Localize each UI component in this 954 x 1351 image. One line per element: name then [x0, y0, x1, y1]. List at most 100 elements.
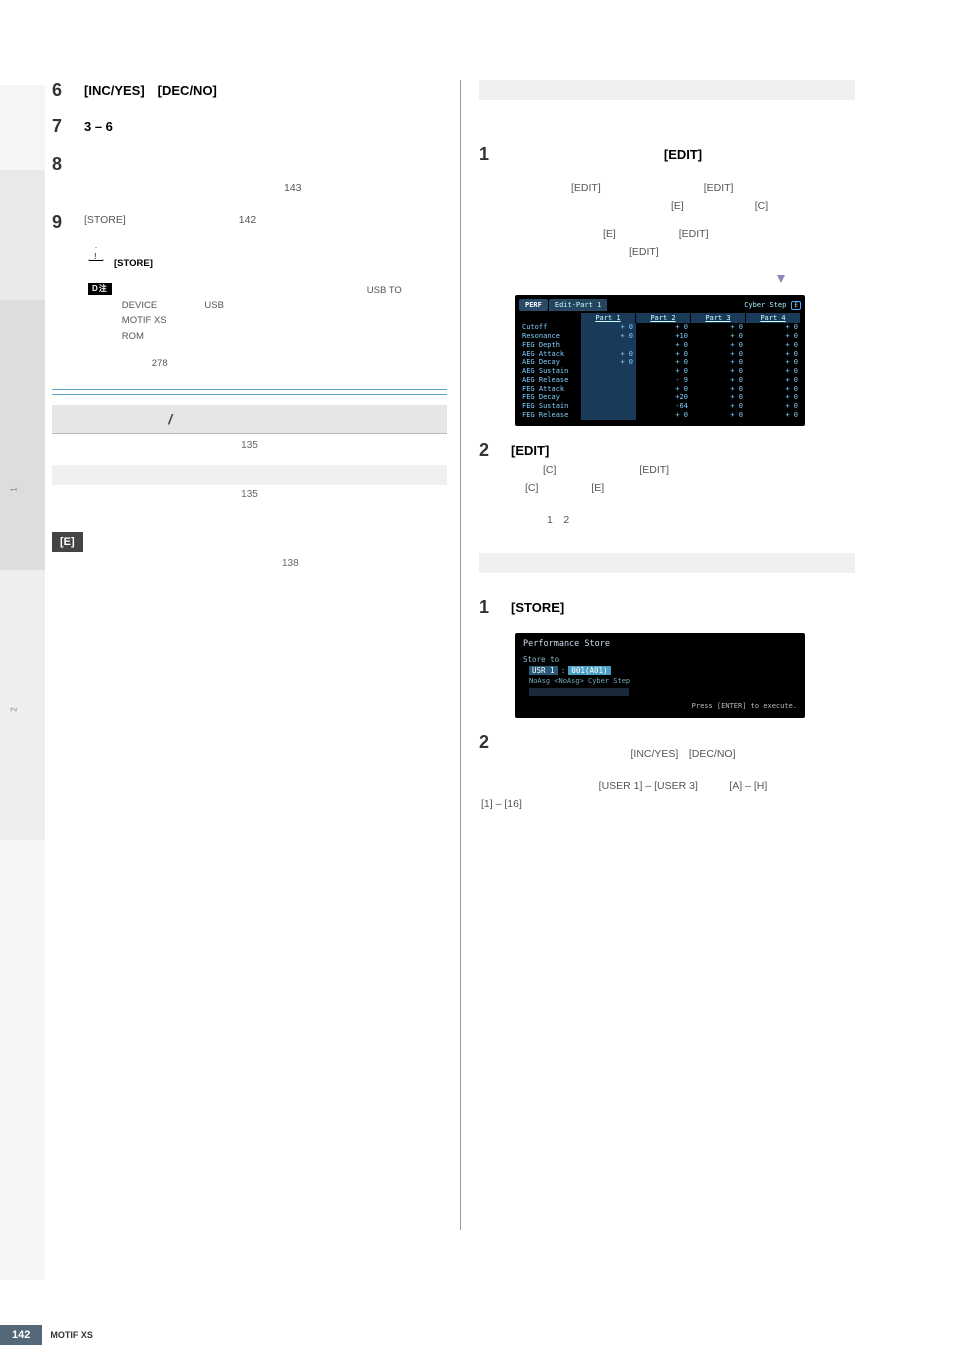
lcd-col-header: Part 2 — [636, 313, 691, 323]
text: 1 2 — [547, 514, 569, 526]
step-num: 1 — [479, 597, 497, 618]
page-footer: 142 MOTIF XS — [0, 1319, 954, 1351]
left-column: 6 [INC/YES] [DEC/NO] 7 3 – 6 8 143 9 [ST… — [52, 80, 447, 583]
side-tabs — [0, 0, 45, 1280]
lcd-cell: + 0 — [691, 323, 746, 332]
lcd2-title: Performance Store — [523, 639, 797, 649]
lcd-cell — [581, 411, 636, 420]
lcd-cell: + 0 — [746, 323, 801, 332]
lcd-cell: + 0 — [636, 411, 691, 420]
sub-heading — [52, 465, 447, 485]
text: [C] — [543, 464, 556, 476]
note-text: USB TO — [367, 285, 402, 296]
lcd2-bar — [529, 688, 629, 696]
lcd-cell — [581, 385, 636, 394]
lcd-cell: + 0 — [746, 367, 801, 376]
right-bottom-step-1: 1 [STORE] — [479, 597, 855, 619]
lcd-cell — [581, 367, 636, 376]
lcd-cell: + 0 — [581, 323, 636, 332]
page-ref: 142 — [239, 214, 257, 226]
lcd-cell: + 0 — [636, 358, 691, 367]
lcd-cell: + 0 — [746, 341, 801, 350]
lcd-cell: +20 — [636, 393, 691, 402]
lcd-cell: + 0 — [636, 385, 691, 394]
text: [1] – [16] — [481, 798, 522, 810]
lcd-cell: + 0 — [691, 385, 746, 394]
e-indicator-heading: [E] — [52, 532, 83, 552]
page-ref: 143 — [284, 182, 302, 194]
step-num: 2 — [479, 440, 497, 461]
text: [EDIT] — [704, 182, 734, 194]
right-bottom-step-2: 2 [INC/YES] [DEC/NO] [USER 1] – [USER 3]… — [479, 732, 855, 814]
e-indicator-sub: 138 — [52, 558, 447, 569]
lcd-row-label: FEG Depth — [519, 341, 581, 350]
text: [E] — [671, 200, 684, 212]
warning-icon — [88, 247, 104, 261]
lcd-cell — [581, 341, 636, 350]
step-title: [INC/YES] [DEC/NO] — [84, 83, 217, 98]
lcd-cell: + 0 — [691, 411, 746, 420]
lcd-cell: + 0 — [746, 332, 801, 341]
note-block: D注 USB TO DEVICE USB MOTIF XS ROM 278 — [88, 283, 447, 371]
lcd-col-header: Part 4 — [746, 313, 801, 323]
lcd-cell: + 0 — [691, 367, 746, 376]
text: [E] — [603, 228, 616, 240]
lcd-cell: + 0 — [691, 393, 746, 402]
right-column: 1 [EDIT] [EDIT] [EDIT] [E] [C] [E] [EDIT… — [460, 80, 855, 1230]
divider — [52, 389, 447, 390]
text: [USER 1] – [USER 3] [A] – [H] — [599, 780, 768, 792]
lcd-edit-screenshot: PERF Edit-Part 1 Cyber Step E Part 1Part… — [515, 295, 805, 425]
lcd-row-label: AEG Attack — [519, 350, 581, 359]
note-text: USB — [204, 300, 224, 311]
lcd-cell: + 0 — [581, 332, 636, 341]
lcd-row-label: Resonance — [519, 332, 581, 341]
side-marker-1: 1 — [10, 487, 19, 491]
step-title: [EDIT] — [511, 443, 549, 458]
text: [INC/YES] [DEC/NO] — [630, 748, 735, 760]
text: [E] — [591, 482, 604, 494]
text: [EDIT] — [571, 182, 601, 194]
warning-block: [STORE] — [88, 247, 447, 269]
note-text: 278 — [152, 358, 168, 369]
lcd-row-label: AEG Release — [519, 376, 581, 385]
step-title: 3 – 6 — [84, 119, 113, 134]
step-num: 2 — [479, 732, 497, 753]
note-text: MOTIF XS — [122, 313, 202, 328]
lcd-cell: + 0 — [691, 350, 746, 359]
lcd-row-label: AEG Sustain — [519, 367, 581, 376]
sub-sub: 135 — [52, 489, 447, 500]
lcd-cell — [581, 402, 636, 411]
lcd-row-label: AEG Decay — [519, 358, 581, 367]
lcd-cell: -64 — [636, 402, 691, 411]
step-7: 7 3 – 6 — [52, 116, 447, 138]
sub-heading-right-2 — [479, 553, 855, 573]
lcd-grid: Part 1Part 2Part 3Part 4Cutoff+ 0+ 0+ 0+… — [519, 313, 801, 419]
text: [EDIT] — [629, 246, 659, 258]
lcd-cell: + 0 — [636, 350, 691, 359]
lcd-col-header: Part 3 — [691, 313, 746, 323]
lcd-row-label: FEG Sustain — [519, 402, 581, 411]
lcd-cell: + 0 — [746, 385, 801, 394]
lcd2-sub: Store to — [523, 655, 797, 664]
lcd-cell: + 0 — [691, 402, 746, 411]
lcd-cell: - 9 — [636, 376, 691, 385]
lcd-cell: + 0 — [746, 376, 801, 385]
lcd-cell — [581, 393, 636, 402]
side-marker-2: 2 — [10, 707, 19, 711]
lcd-col-header: Part 1 — [581, 313, 636, 323]
lcd-cell: + 0 — [581, 350, 636, 359]
lcd-col-header — [519, 313, 581, 323]
lcd2-slot: 001(A01) — [568, 666, 610, 675]
note-badge: D注 — [88, 283, 112, 295]
lcd-cell: + 0 — [746, 350, 801, 359]
lcd-row-label: Cutoff — [519, 323, 581, 332]
right-step-1: 1 [EDIT] [EDIT] [EDIT] [E] [C] [E] [EDIT… — [479, 144, 855, 261]
note-text: ROM — [122, 329, 202, 344]
text: [EDIT] — [639, 464, 669, 476]
lcd-cell: + 0 — [746, 393, 801, 402]
text: [EDIT] — [679, 228, 709, 240]
note-text: DEVICE — [122, 298, 202, 313]
lcd-e-icon: E — [791, 301, 801, 310]
step-6: 6 [INC/YES] [DEC/NO] — [52, 80, 447, 102]
lcd-patch-name: Cyber Step — [744, 301, 788, 309]
